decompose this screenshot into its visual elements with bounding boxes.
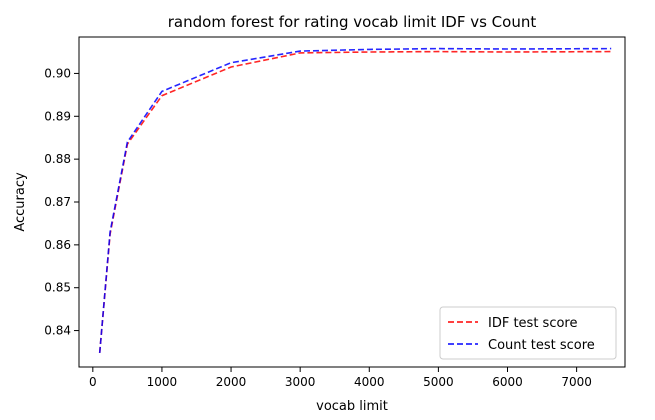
series-lines: [98, 47, 612, 353]
y-axis-label: Accuracy: [13, 172, 28, 232]
x-tick-label: 6000: [492, 375, 523, 389]
y-tick-label: 0.87: [44, 195, 71, 209]
legend-box: [439, 306, 617, 360]
plot-area: 0 1000 2000 3000 4000 5000 6000 7000 0.840.850.…: [44, 36, 626, 389]
x-tick-label: 1000: [147, 375, 178, 389]
y-tick-label: 0.89: [44, 109, 71, 123]
y-axis: 0.84 0.85 0.86 0.87 0.88 0.89 0.90: [44, 66, 79, 338]
legend-label-count: Count test score: [488, 338, 595, 353]
y-tick-label: 0.90: [44, 66, 71, 80]
x-tick-label: 5000: [423, 375, 454, 389]
y-tick-label: 0.85: [44, 281, 71, 295]
x-axis: 0 1000 2000 3000 4000 5000 6000 7000: [89, 367, 592, 389]
series-line-count: [98, 47, 612, 353]
x-tick-label: 3000: [285, 375, 316, 389]
x-axis-label: vocab limit: [316, 399, 388, 414]
x-tick-label: 0: [89, 375, 97, 389]
y-tick-label: 0.88: [44, 152, 71, 166]
x-tick-label: 7000: [561, 375, 592, 389]
y-tick-label: 0.84: [44, 324, 71, 338]
legend: IDF test score Count test score: [439, 306, 617, 360]
y-tick-label: 0.86: [44, 238, 71, 252]
chart-title: random forest for rating vocab limit IDF…: [168, 13, 537, 31]
legend-label-idf: IDF test score: [488, 316, 577, 331]
x-tick-label: 2000: [216, 375, 247, 389]
x-tick-label: 4000: [354, 375, 385, 389]
